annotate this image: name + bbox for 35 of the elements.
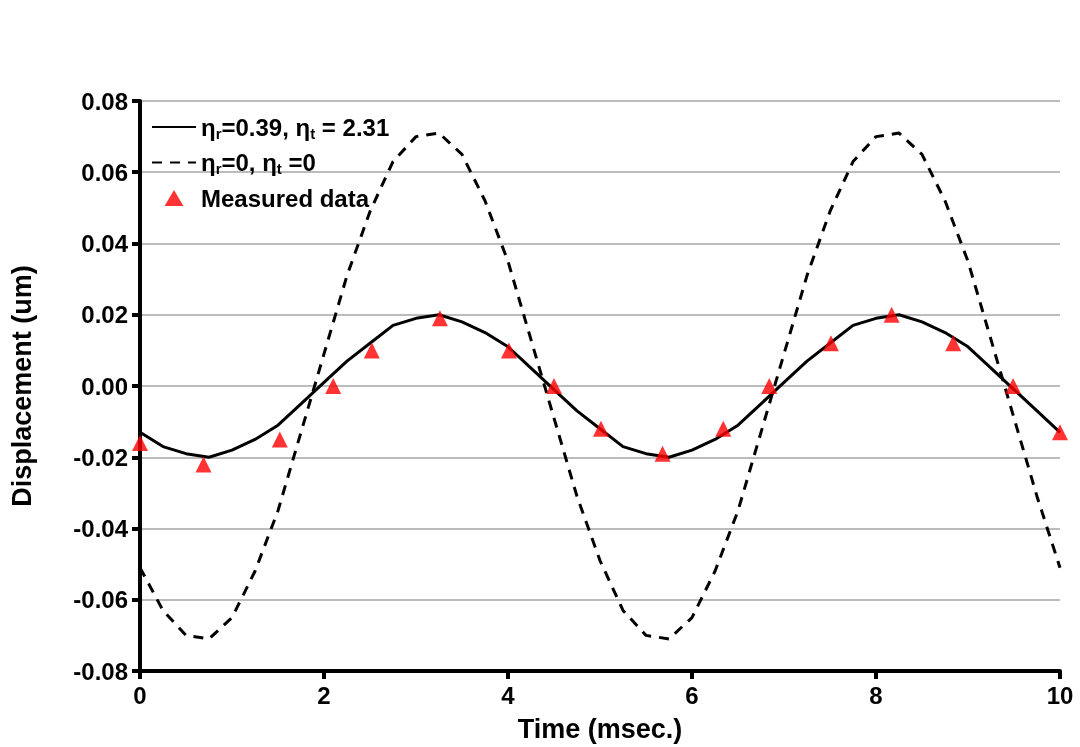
- legend-label: Measured data: [201, 184, 370, 212]
- point: [500, 342, 517, 359]
- point: [592, 420, 609, 437]
- point: [654, 445, 671, 462]
- point: [1005, 378, 1022, 394]
- x-tick-label: 6: [685, 681, 699, 709]
- x-tick-label: 8: [869, 681, 883, 709]
- point: [195, 456, 212, 473]
- x-tick-label: 0: [133, 681, 147, 709]
- y-axis-title: Displacement (um): [6, 265, 37, 507]
- y-tick-label: -0.06: [73, 586, 128, 614]
- point: [271, 431, 288, 448]
- y-tick-label: 0.04: [81, 230, 129, 257]
- point: [325, 378, 342, 394]
- point: [883, 306, 900, 323]
- point: [715, 420, 732, 437]
- y-tick-label: -0.04: [73, 515, 129, 542]
- y-tick-label: 0.06: [81, 158, 128, 186]
- point: [945, 335, 962, 352]
- point: [761, 378, 778, 394]
- x-tick-label: 4: [501, 681, 516, 709]
- y-tick-label: 0.00: [81, 372, 128, 400]
- x-axis-title: Time (msec.): [517, 713, 683, 744]
- y-tick-label: 0.08: [81, 87, 128, 115]
- point: [363, 342, 380, 359]
- point: [431, 310, 448, 327]
- y-tick-label: -0.02: [73, 443, 128, 471]
- y-tick-label: -0.08: [73, 657, 128, 685]
- point: [546, 378, 562, 394]
- x-tick-label: 2: [317, 681, 331, 709]
- point: [1052, 424, 1068, 441]
- point: [132, 435, 148, 451]
- y-tick-label: 0.02: [81, 301, 128, 329]
- point: [822, 335, 839, 352]
- x-tick-label: 10: [1046, 681, 1074, 709]
